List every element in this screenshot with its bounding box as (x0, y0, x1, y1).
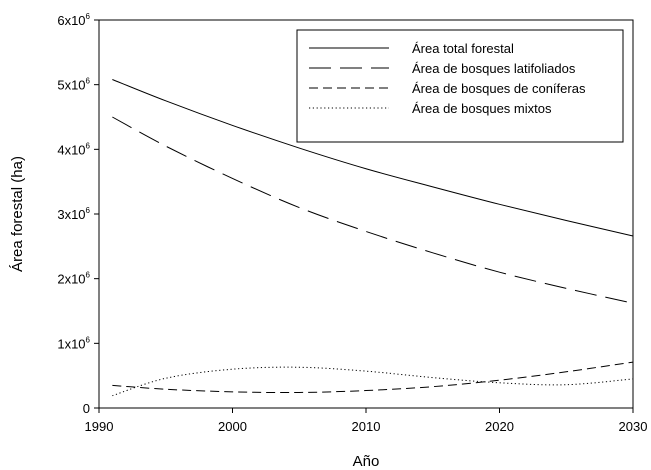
legend-label-1: Área total forestal (412, 41, 514, 56)
legend-label-4: Área de bosques mixtos (412, 101, 552, 116)
y-axis-title: Área forestal (ha) (9, 156, 26, 272)
x-axis-title: Año (353, 453, 380, 470)
y-axis-ticks: 0 1x106 2x106 3x106 4x106 5x106 6x106 (57, 12, 99, 416)
y-tick-label: 5x106 (57, 77, 90, 93)
y-tick-label: 0 (83, 401, 90, 416)
y-tick-label: 1x106 (57, 335, 90, 351)
y-tick-label: 2x106 (57, 271, 90, 287)
series-line-1 (112, 79, 634, 237)
x-tick-label: 2030 (619, 419, 648, 434)
series-lines (112, 79, 634, 397)
x-tick-label: 2020 (485, 419, 514, 434)
legend-label-2: Área de bosques latifoliados (412, 61, 576, 76)
y-tick-label: 3x106 (57, 206, 90, 222)
x-tick-label: 2000 (218, 419, 247, 434)
legend-box (296, 29, 624, 143)
y-tick-label: 6x106 (57, 12, 90, 28)
x-axis-ticks: 1990 2000 2010 2020 2030 (85, 408, 648, 434)
series-line-2 (112, 116, 634, 304)
x-tick-label: 1990 (85, 419, 114, 434)
legend: Área total forestal Área de bosques latif… (296, 29, 624, 143)
y-tick-label: 4x106 (57, 141, 90, 157)
legend-label-3: Área de bosques de coníferas (412, 81, 586, 96)
series-line-3 (112, 361, 634, 394)
series-line-4 (112, 366, 634, 397)
x-tick-label: 2010 (352, 419, 381, 434)
